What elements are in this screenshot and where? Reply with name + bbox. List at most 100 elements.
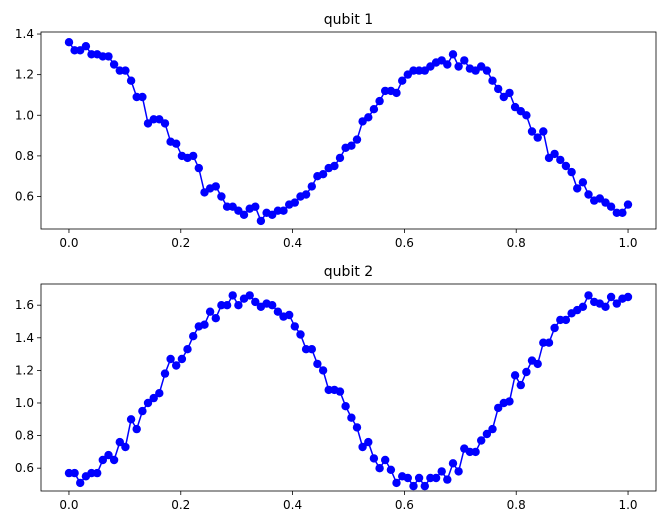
y-tick-label: 1.4: [15, 27, 34, 41]
data-point: [522, 111, 531, 120]
data-point: [251, 297, 260, 307]
y-tick-label: 1.2: [15, 68, 34, 82]
data-point: [81, 42, 91, 51]
data-point: [584, 291, 593, 300]
data-point: [307, 345, 316, 354]
data-point: [132, 424, 141, 434]
subplot-2: qubit 2 0.0 0.2 0.4 0.6 0.8 1.0 0.6 0.8 1.0 1.2 1.4…: [15, 264, 657, 512]
data-point: [618, 208, 627, 217]
x-tick-label: 1.0: [618, 236, 637, 250]
data-point: [623, 292, 633, 302]
series-line: [69, 293, 629, 488]
data-point: [149, 393, 158, 403]
data-point: [126, 415, 136, 424]
data-point: [364, 113, 373, 122]
x-tick-label: 0.2: [171, 236, 190, 250]
data-point: [606, 202, 616, 211]
data-point: [341, 402, 350, 411]
data-point: [358, 442, 367, 452]
data-point: [138, 406, 147, 416]
data-point: [494, 84, 503, 94]
y-tick-label: 0.8: [15, 429, 34, 443]
data-point: [183, 345, 192, 354]
x-tick-label: 1.0: [618, 498, 637, 512]
data-point: [392, 478, 401, 488]
data-point: [205, 307, 215, 316]
subplot-title: qubit 2: [324, 264, 373, 280]
y-tick-label: 0.6: [15, 461, 34, 475]
data-point: [505, 397, 514, 406]
data-point: [488, 76, 497, 85]
data-point: [352, 423, 362, 432]
data-point: [301, 190, 311, 199]
data-point: [510, 371, 520, 380]
x-tick-label: 0.0: [59, 236, 78, 250]
data-point: [228, 291, 237, 300]
data-point: [239, 210, 249, 219]
data-point: [606, 292, 616, 302]
data-point: [290, 322, 299, 331]
data-point: [268, 301, 277, 310]
data-point: [364, 437, 373, 447]
data-point: [211, 182, 220, 191]
data-point: [347, 141, 356, 150]
data-point: [70, 468, 79, 478]
data-point: [335, 153, 345, 163]
y-tick-label: 1.6: [15, 298, 34, 312]
data-point: [584, 190, 593, 199]
x-tick-label: 0.6: [395, 236, 414, 250]
data-point: [482, 66, 492, 75]
data-point: [155, 389, 164, 398]
data-point: [109, 60, 119, 69]
data-point: [601, 302, 610, 311]
data-point: [296, 330, 305, 339]
data-point: [431, 473, 441, 483]
x-tick-label: 0.8: [507, 498, 526, 512]
data-point: [437, 467, 446, 476]
data-point: [623, 200, 633, 209]
data-point: [172, 361, 181, 370]
data-point: [93, 468, 102, 478]
data-point: [398, 76, 407, 85]
data-point: [279, 206, 288, 215]
data-point: [448, 50, 458, 59]
data-point: [612, 299, 621, 308]
data-point: [160, 369, 170, 378]
data-point: [189, 332, 198, 341]
y-tick-label: 1.4: [15, 331, 34, 345]
data-point: [126, 76, 136, 85]
data-point: [533, 133, 542, 142]
data-point: [104, 450, 113, 460]
subplot-1: qubit 1 0.0 0.2 0.4 0.6 0.8 1.0 0.6 0.8 1.0 1.2 1.4: [15, 12, 657, 250]
y-tick-label: 1.2: [15, 363, 34, 377]
data-point: [539, 127, 548, 136]
data-point: [172, 139, 181, 148]
y-tick-label: 0.6: [15, 190, 34, 204]
data-point: [527, 127, 537, 136]
x-tick-label: 0.6: [395, 498, 414, 512]
axes-frame: [40, 31, 657, 230]
data-point: [409, 481, 418, 491]
data-point: [98, 455, 108, 465]
data-point: [121, 442, 130, 452]
data-point: [138, 92, 147, 102]
data-point: [352, 135, 362, 144]
data-point: [533, 359, 542, 369]
data-point: [578, 178, 588, 187]
data-point: [369, 105, 379, 114]
data-point: [454, 62, 463, 71]
data-point: [448, 459, 458, 468]
data-point: [189, 151, 198, 161]
data-point: [256, 216, 266, 226]
data-point: [471, 447, 480, 457]
x-tick-label: 0.0: [59, 498, 78, 512]
data-point: [550, 323, 559, 333]
data-point: [522, 367, 531, 377]
x-tick-label: 0.4: [283, 236, 302, 250]
data-point: [285, 310, 294, 320]
data-point: [211, 314, 220, 323]
data-point: [335, 387, 345, 396]
data-point: [330, 161, 339, 171]
data-point: [347, 413, 356, 422]
data-point: [273, 307, 283, 316]
